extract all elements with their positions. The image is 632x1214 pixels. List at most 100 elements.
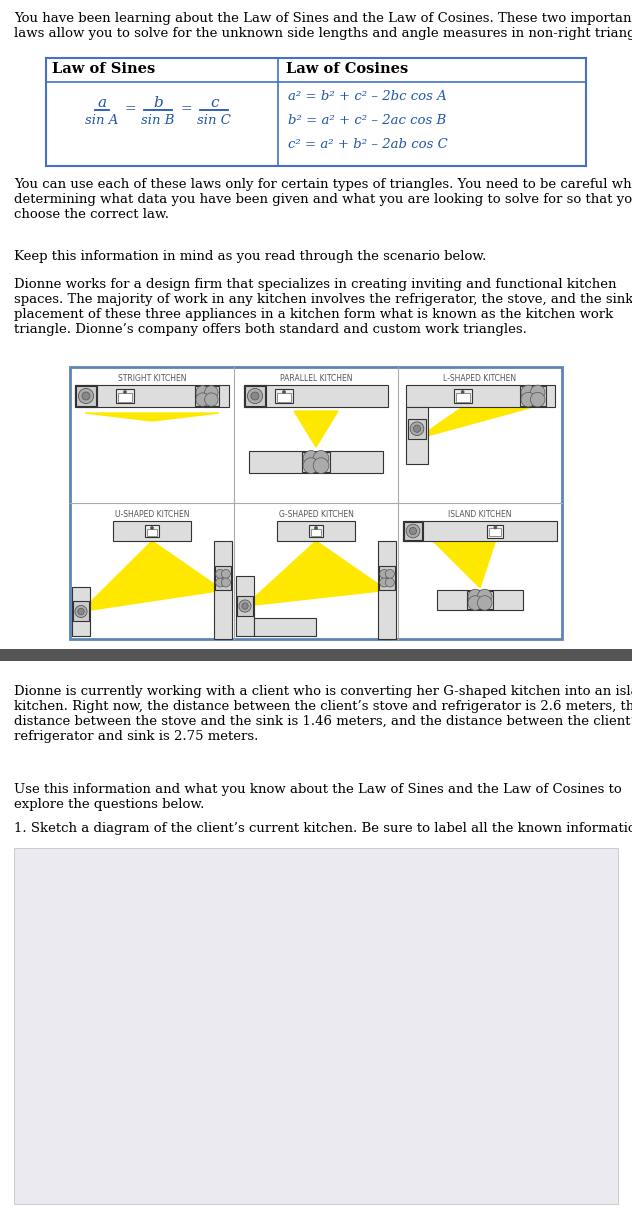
Text: b: b	[153, 96, 163, 110]
Bar	[214, 541, 232, 639]
Text: c² = a² + b² – 2ab cos C: c² = a² + b² – 2ab cos C	[288, 138, 448, 151]
Circle shape	[216, 578, 224, 588]
Text: sin C: sin C	[197, 114, 231, 127]
Circle shape	[386, 569, 394, 578]
Circle shape	[82, 392, 90, 399]
Bar	[244, 385, 266, 407]
Text: You have been learning about the Law of Sines and the Law of Cosines. These two : You have been learning about the Law of …	[14, 12, 632, 40]
Text: STRIGHT KITCHEN: STRIGHT KITCHEN	[118, 374, 186, 382]
Bar	[215, 566, 231, 590]
Circle shape	[521, 385, 535, 399]
Circle shape	[78, 388, 94, 403]
Text: 1. Sketch a diagram of the client’s current kitchen. Be sure to label all the kn: 1. Sketch a diagram of the client’s curr…	[14, 822, 632, 835]
Bar	[378, 541, 396, 639]
Polygon shape	[81, 541, 223, 612]
Bar	[118, 392, 132, 402]
Circle shape	[468, 596, 483, 611]
Bar	[454, 388, 471, 403]
Bar	[75, 385, 97, 407]
Polygon shape	[433, 541, 495, 588]
Circle shape	[216, 569, 224, 578]
Text: ISLAND KITCHEN: ISLAND KITCHEN	[448, 510, 512, 520]
Circle shape	[303, 458, 319, 473]
Circle shape	[283, 391, 286, 393]
Circle shape	[251, 392, 259, 399]
Polygon shape	[245, 541, 387, 606]
Text: =: =	[125, 102, 136, 117]
Bar	[403, 521, 423, 541]
Bar	[236, 577, 254, 636]
Text: PARALLEL KITCHEN: PARALLEL KITCHEN	[280, 374, 352, 382]
Polygon shape	[85, 413, 219, 421]
Circle shape	[205, 393, 218, 407]
Circle shape	[413, 425, 421, 432]
Bar	[277, 521, 355, 541]
Circle shape	[410, 527, 416, 534]
Circle shape	[477, 596, 492, 611]
Bar	[237, 596, 253, 615]
Circle shape	[530, 385, 545, 399]
Circle shape	[380, 569, 389, 578]
Circle shape	[221, 578, 230, 588]
Bar	[244, 385, 388, 407]
Bar	[302, 452, 330, 472]
Bar	[145, 524, 159, 537]
Text: Keep this information in mind as you read through the scenario below.: Keep this information in mind as you rea…	[14, 250, 487, 263]
Bar	[487, 524, 504, 538]
Bar	[406, 407, 428, 464]
Bar	[437, 590, 523, 609]
Circle shape	[406, 524, 420, 538]
Text: L-SHAPED KITCHEN: L-SHAPED KITCHEN	[444, 374, 516, 382]
Circle shape	[530, 392, 545, 407]
Bar	[456, 392, 470, 402]
Bar	[75, 385, 229, 407]
Circle shape	[247, 388, 263, 403]
Polygon shape	[417, 407, 533, 438]
Bar	[275, 388, 293, 403]
Text: Dionne is currently working with a client who is converting her G-shaped kitchen: Dionne is currently working with a clien…	[14, 685, 632, 743]
Circle shape	[221, 569, 230, 578]
Text: Use this information and what you know about the Law of Sines and the Law of Cos: Use this information and what you know a…	[14, 783, 622, 811]
Bar	[404, 522, 422, 540]
Bar	[76, 386, 96, 405]
Bar	[14, 849, 618, 1204]
Bar	[195, 386, 219, 405]
Bar	[379, 566, 395, 590]
Text: b² = a² + c² – 2ac cos B: b² = a² + c² – 2ac cos B	[288, 114, 446, 127]
Bar	[245, 386, 265, 405]
Bar	[72, 588, 90, 636]
Bar	[277, 392, 291, 402]
Circle shape	[78, 608, 84, 614]
Bar	[520, 386, 546, 405]
Polygon shape	[294, 412, 338, 447]
Bar	[70, 367, 562, 639]
Circle shape	[386, 578, 394, 588]
Circle shape	[196, 386, 209, 399]
Bar	[489, 528, 501, 537]
Bar	[406, 385, 555, 407]
Text: a² = b² + c² – 2bc cos A: a² = b² + c² – 2bc cos A	[288, 90, 447, 103]
Bar	[147, 528, 157, 535]
Text: sin B: sin B	[142, 114, 175, 127]
Circle shape	[461, 391, 464, 393]
Text: U-SHAPED KITCHEN: U-SHAPED KITCHEN	[115, 510, 189, 520]
Bar	[46, 58, 586, 166]
Circle shape	[303, 450, 319, 466]
Bar	[467, 591, 493, 608]
Text: G-SHAPED KITCHEN: G-SHAPED KITCHEN	[279, 510, 353, 520]
Circle shape	[205, 386, 218, 399]
Bar	[311, 528, 321, 535]
Circle shape	[380, 578, 389, 588]
Bar	[408, 419, 426, 438]
Text: You can use each of these laws only for certain types of triangles. You need to : You can use each of these laws only for …	[14, 178, 632, 221]
Bar	[73, 601, 89, 622]
Circle shape	[494, 526, 497, 529]
Circle shape	[315, 527, 317, 529]
Text: a: a	[97, 96, 107, 110]
Text: c: c	[210, 96, 218, 110]
Bar	[0, 649, 632, 660]
Circle shape	[196, 393, 209, 407]
Bar	[249, 450, 383, 473]
Circle shape	[123, 391, 126, 393]
Text: Law of Sines: Law of Sines	[52, 62, 155, 76]
